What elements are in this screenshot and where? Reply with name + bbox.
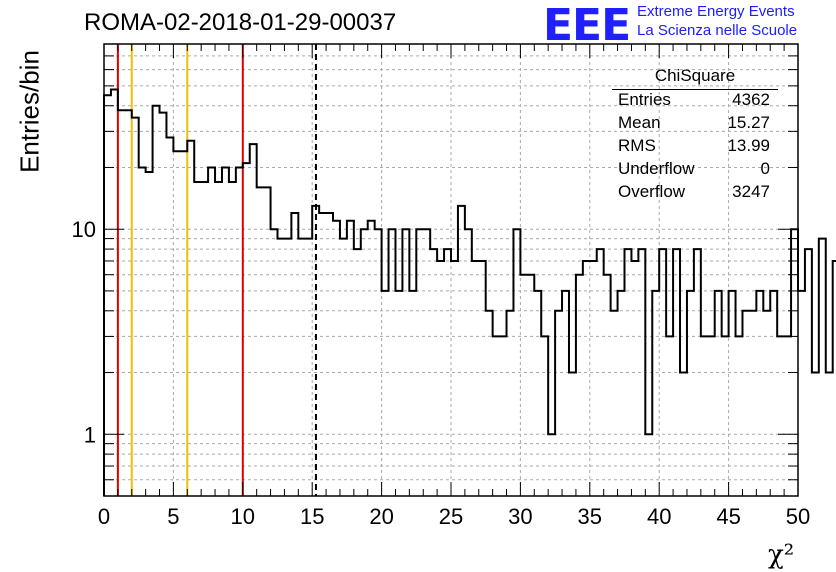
logo-line-1: Extreme Energy Events	[637, 3, 795, 20]
stats-row-underflow: Underflow 0	[612, 159, 778, 182]
y-tick-label: 10	[72, 217, 96, 242]
y-tick-label: 1	[84, 422, 96, 447]
x-tick-label: 5	[167, 504, 179, 529]
eee-logo: EEE	[543, 0, 631, 51]
stats-row-mean: Mean 15.27	[612, 113, 778, 136]
x-tick-label: 35	[578, 504, 602, 529]
x-tick-label: 50	[786, 504, 810, 529]
page-title: ROMA-02-2018-01-29-00037	[84, 9, 397, 36]
stats-row-entries: Entries 4362	[612, 90, 778, 113]
stats-label: Underflow	[618, 159, 695, 178]
stats-row-overflow: Overflow 3247	[612, 182, 778, 205]
stats-value: 13.99	[727, 136, 770, 155]
x-tick-label: 15	[300, 504, 324, 529]
stats-row-rms: RMS 13.99	[612, 136, 778, 159]
stats-title: ChiSquare	[612, 66, 778, 90]
stats-label: RMS	[618, 136, 656, 155]
stats-label: Entries	[618, 90, 671, 109]
x-tick-label: 0	[98, 504, 110, 529]
logo-line-2: La Scienza nelle Scuole	[637, 22, 798, 39]
x-tick-label: 30	[508, 504, 532, 529]
stats-value: 4362	[732, 90, 770, 109]
x-tick-label: 10	[231, 504, 255, 529]
stats-value: 0	[760, 159, 770, 178]
x-tick-label: 40	[647, 504, 671, 529]
y-axis-label: Entries/bin	[14, 50, 45, 173]
stats-label: Overflow	[618, 182, 686, 201]
stats-box: ChiSquare Entries 4362 Mean 15.27 RMS 13.99…	[612, 66, 778, 205]
stats-value: 3247	[732, 182, 770, 201]
stats-value: 15.27	[727, 113, 770, 132]
x-axis-label: χ²	[768, 540, 795, 570]
x-tick-label: 20	[369, 504, 393, 529]
x-tick-label: 45	[716, 504, 740, 529]
x-tick-label: 25	[439, 504, 463, 529]
stats-label: Mean	[618, 113, 661, 132]
